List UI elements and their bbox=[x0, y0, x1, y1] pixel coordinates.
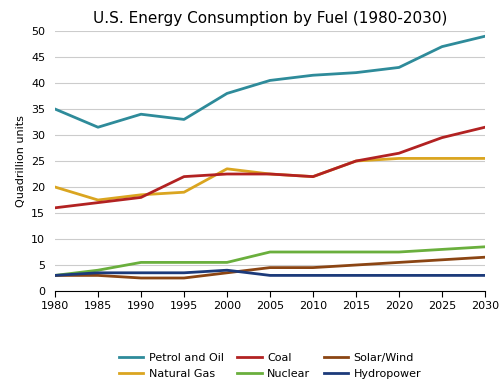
Hydropower bbox=[482, 273, 488, 278]
Petrol and Oil bbox=[310, 73, 316, 78]
Legend: Petrol and Oil, Natural Gas, Coal, Nuclear, Solar/Wind, Hydropower: Petrol and Oil, Natural Gas, Coal, Nucle… bbox=[114, 348, 426, 383]
Hydropower bbox=[310, 273, 316, 278]
Petrol and Oil bbox=[482, 34, 488, 38]
Coal bbox=[95, 200, 101, 205]
Solar/Wind bbox=[95, 273, 101, 278]
Natural Gas bbox=[267, 171, 273, 176]
Coal bbox=[396, 151, 402, 156]
Petrol and Oil bbox=[138, 112, 144, 116]
Nuclear bbox=[396, 250, 402, 255]
Nuclear bbox=[353, 250, 359, 255]
Natural Gas bbox=[310, 174, 316, 179]
Natural Gas bbox=[138, 192, 144, 197]
Natural Gas bbox=[95, 197, 101, 203]
Hydropower bbox=[396, 273, 402, 278]
Hydropower bbox=[181, 270, 187, 275]
Solar/Wind bbox=[310, 265, 316, 270]
Solar/Wind bbox=[267, 265, 273, 270]
Natural Gas bbox=[482, 156, 488, 161]
Hydropower bbox=[439, 273, 445, 278]
Natural Gas bbox=[224, 166, 230, 171]
Line: Solar/Wind: Solar/Wind bbox=[55, 257, 485, 278]
Line: Petrol and Oil: Petrol and Oil bbox=[55, 36, 485, 127]
Solar/Wind bbox=[396, 260, 402, 265]
Petrol and Oil bbox=[224, 91, 230, 96]
Nuclear bbox=[52, 273, 58, 278]
Petrol and Oil bbox=[439, 44, 445, 49]
Petrol and Oil bbox=[396, 65, 402, 70]
Y-axis label: Quadrillion units: Quadrillion units bbox=[16, 115, 26, 207]
Hydropower bbox=[95, 270, 101, 275]
Coal bbox=[310, 174, 316, 179]
Line: Coal: Coal bbox=[55, 127, 485, 208]
Solar/Wind bbox=[439, 258, 445, 262]
Petrol and Oil bbox=[52, 107, 58, 111]
Coal bbox=[52, 206, 58, 210]
Solar/Wind bbox=[52, 273, 58, 278]
Coal bbox=[138, 195, 144, 200]
Solar/Wind bbox=[224, 270, 230, 275]
Coal bbox=[224, 171, 230, 176]
Natural Gas bbox=[353, 159, 359, 163]
Nuclear bbox=[482, 244, 488, 249]
Hydropower bbox=[267, 273, 273, 278]
Nuclear bbox=[181, 260, 187, 265]
Line: Hydropower: Hydropower bbox=[55, 270, 485, 275]
Petrol and Oil bbox=[95, 125, 101, 130]
Title: U.S. Energy Consumption by Fuel (1980-2030): U.S. Energy Consumption by Fuel (1980-20… bbox=[93, 11, 447, 26]
Line: Natural Gas: Natural Gas bbox=[55, 158, 485, 200]
Natural Gas bbox=[439, 156, 445, 161]
Nuclear bbox=[224, 260, 230, 265]
Hydropower bbox=[224, 268, 230, 272]
Natural Gas bbox=[181, 190, 187, 194]
Petrol and Oil bbox=[353, 70, 359, 75]
Coal bbox=[267, 171, 273, 176]
Hydropower bbox=[52, 273, 58, 278]
Solar/Wind bbox=[181, 275, 187, 280]
Nuclear bbox=[439, 247, 445, 252]
Coal bbox=[439, 135, 445, 140]
Hydropower bbox=[353, 273, 359, 278]
Solar/Wind bbox=[138, 275, 144, 280]
Coal bbox=[181, 174, 187, 179]
Coal bbox=[353, 159, 359, 163]
Coal bbox=[482, 125, 488, 130]
Nuclear bbox=[310, 250, 316, 255]
Solar/Wind bbox=[482, 255, 488, 260]
Petrol and Oil bbox=[181, 117, 187, 122]
Hydropower bbox=[138, 270, 144, 275]
Nuclear bbox=[138, 260, 144, 265]
Natural Gas bbox=[396, 156, 402, 161]
Nuclear bbox=[267, 250, 273, 255]
Line: Nuclear: Nuclear bbox=[55, 247, 485, 275]
Natural Gas bbox=[52, 185, 58, 189]
Nuclear bbox=[95, 268, 101, 272]
Petrol and Oil bbox=[267, 78, 273, 83]
Solar/Wind bbox=[353, 263, 359, 267]
